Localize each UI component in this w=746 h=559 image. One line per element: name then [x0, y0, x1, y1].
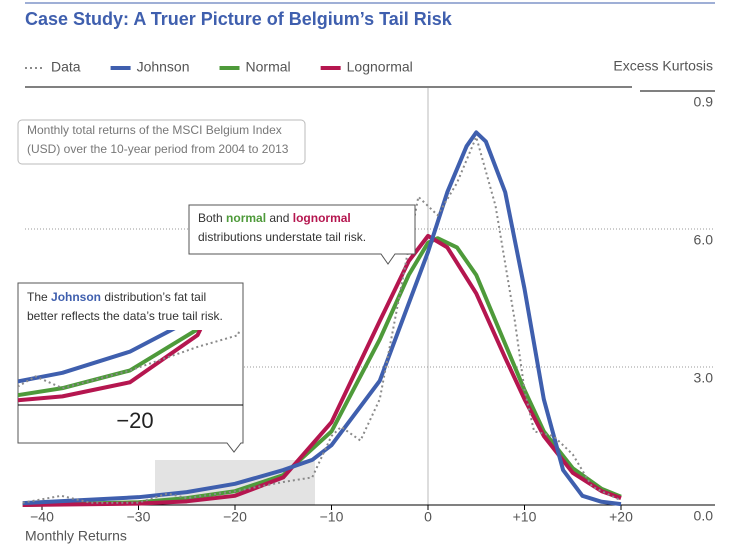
series-line: [23, 137, 621, 503]
legend-label: Data: [51, 59, 81, 75]
y-tick-label: 0.0: [694, 508, 714, 524]
y-tick-label: 0.9: [694, 94, 714, 110]
x-tick-label: +20: [609, 509, 633, 525]
x-tick-label: −20: [223, 509, 247, 525]
series-line: [23, 132, 621, 504]
annotation: distributions understate tail risk.: [198, 230, 366, 244]
annotation-part: normal: [226, 211, 266, 225]
x-tick-label: 0: [424, 509, 432, 525]
x-tick-label: −10: [320, 509, 344, 525]
annotation-box: [17, 119, 306, 165]
annotation-box: [188, 204, 416, 265]
annotation: The Johnson distribution’s fat tail: [27, 290, 206, 304]
inset-label: −20: [116, 408, 153, 433]
inset-box: [17, 282, 244, 453]
annotation-part: distribution’s fat tail: [101, 290, 206, 304]
annotation: Both normal and lognormal: [198, 211, 351, 225]
annotation-part: Johnson: [51, 290, 101, 304]
x-tick-label: +10: [513, 509, 537, 525]
legend-label: Normal: [246, 59, 291, 75]
annotation-part: and: [266, 211, 293, 225]
chart-title: Case Study: A Truer Picture of Belgium’s…: [25, 9, 453, 29]
annotation-part: The: [27, 290, 51, 304]
x-tick-label: −30: [127, 509, 151, 525]
y-tick-label: 3.0: [694, 370, 714, 386]
annotation-part: lognormal: [293, 211, 351, 225]
annotation: (USD) over the 10-year period from 2004 …: [27, 142, 289, 156]
annotation-part: Monthly total returns of the MSCI Belgiu…: [27, 123, 282, 137]
annotation: Monthly total returns of the MSCI Belgiu…: [27, 123, 282, 137]
annotation-part: distributions understate tail risk.: [198, 230, 366, 244]
annotation: better reflects the data’s true tail ris…: [27, 309, 223, 323]
x-tick-label: −40: [30, 509, 54, 525]
legend-label: Johnson: [137, 59, 190, 75]
annotation-part: (USD) over the 10-year period from 2004 …: [27, 142, 289, 156]
series-line: [23, 236, 621, 505]
y-axis-label: Excess Kurtosis: [613, 58, 713, 74]
annotation-part: better reflects the data’s true tail ris…: [27, 309, 223, 323]
x-axis-label: Monthly Returns: [25, 528, 127, 544]
annotation-part: Both: [198, 211, 226, 225]
legend-label: Lognormal: [347, 59, 413, 75]
y-tick-label: 6.0: [694, 232, 714, 248]
